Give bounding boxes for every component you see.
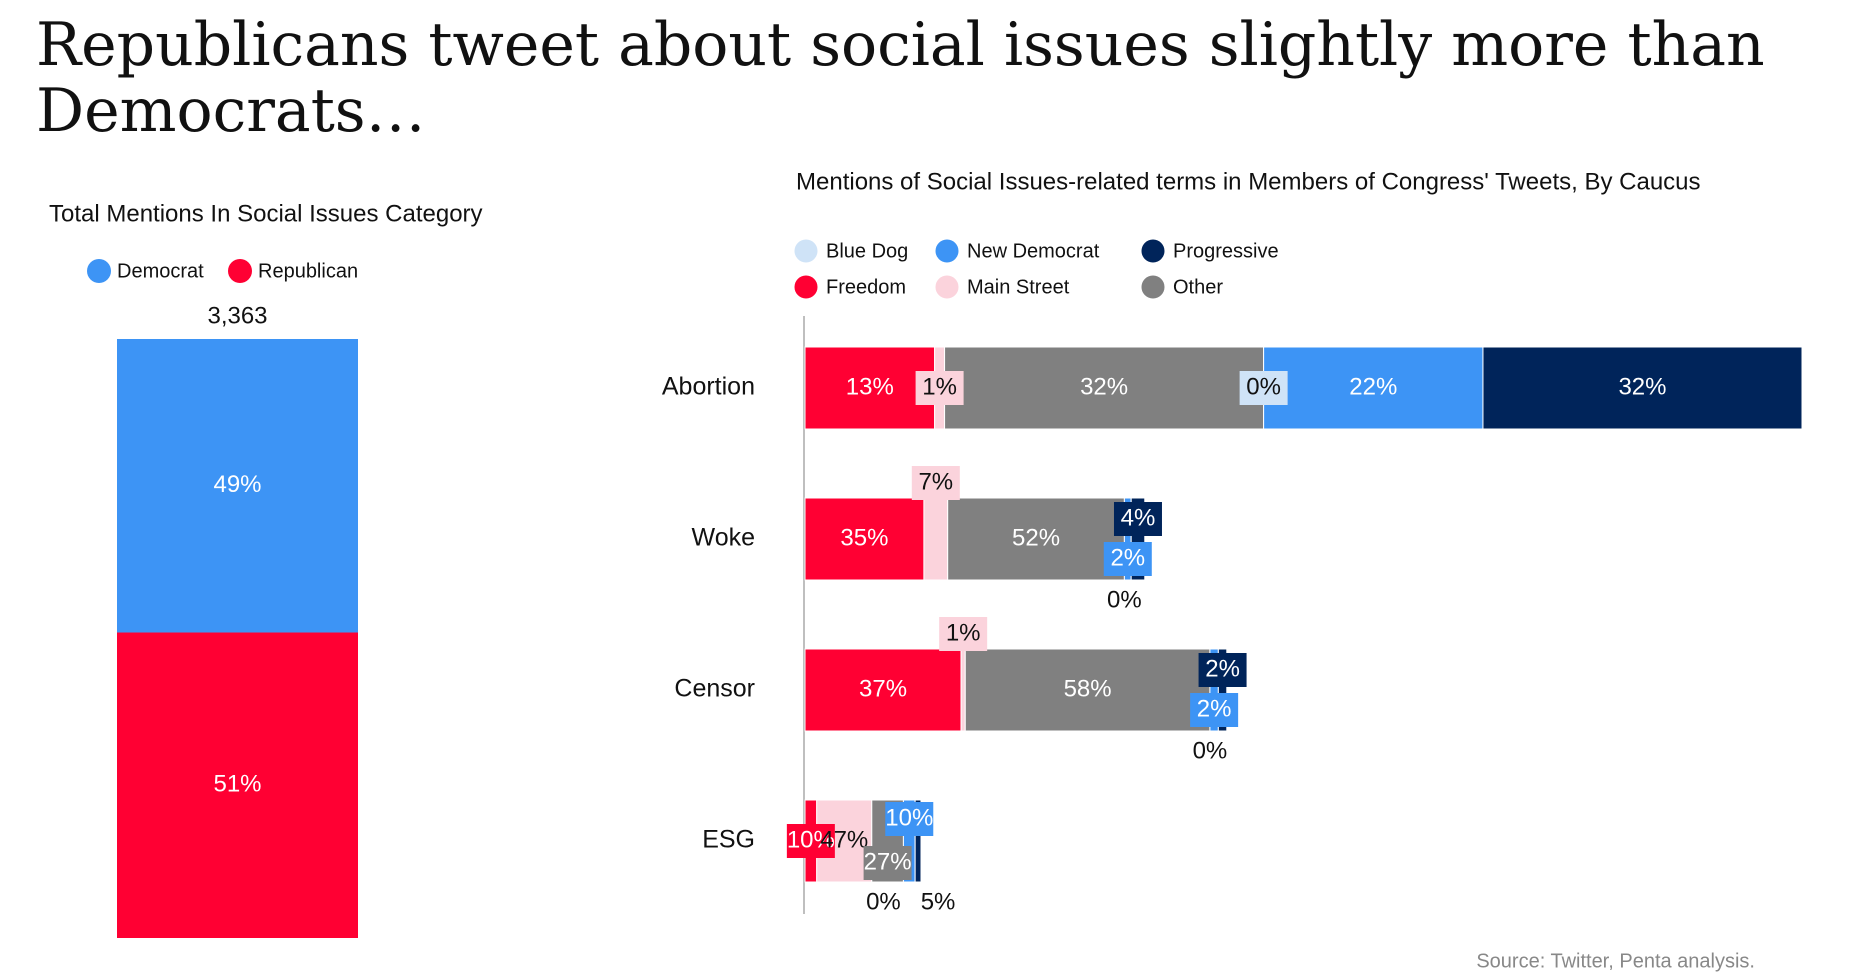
bar-segment	[117, 339, 358, 633]
legend-label: Democrat	[117, 260, 204, 282]
value-label: 4%	[1121, 504, 1156, 531]
value-label: 32%	[1618, 373, 1666, 400]
label-box	[1190, 693, 1239, 727]
legend-label: New Democrat	[967, 240, 1100, 262]
category-label: Abortion	[662, 373, 755, 401]
label-box	[915, 371, 964, 405]
bar-segment	[1482, 346, 1803, 430]
label-box	[911, 466, 960, 500]
value-label: 27%	[864, 848, 912, 875]
legend-label: Blue Dog	[826, 240, 908, 262]
value-label: 0%	[866, 888, 901, 915]
label-box	[939, 617, 988, 651]
label-box	[885, 802, 934, 836]
label-box	[786, 824, 835, 858]
category-label: Woke	[692, 524, 755, 552]
value-label: 7%	[918, 468, 953, 495]
value-label: 51%	[213, 771, 261, 798]
bar-segment	[804, 648, 962, 732]
label-box	[1103, 542, 1152, 576]
legend-swatch	[1140, 238, 1166, 264]
legend-swatch	[934, 238, 960, 264]
category-label: Censor	[674, 675, 755, 703]
left-chart-title: Total Mentions In Social Issues Category	[49, 200, 483, 227]
value-label: 0%	[1107, 586, 1142, 613]
legend-label: Other	[1173, 276, 1223, 298]
bar-segment	[947, 497, 1125, 581]
right-chart-title: Mentions of Social Issues-related terms …	[796, 168, 1701, 195]
legend-swatch	[793, 238, 819, 264]
label-box	[1198, 653, 1247, 687]
bar-segment	[960, 648, 966, 732]
legend-swatch	[793, 274, 819, 300]
value-label: 1%	[922, 373, 957, 400]
value-label: 32%	[1080, 373, 1128, 400]
value-label: 10%	[787, 826, 835, 853]
value-label: 0%	[1246, 373, 1281, 400]
value-label: 37%	[859, 675, 907, 702]
value-label: 2%	[1205, 655, 1240, 682]
value-label: 35%	[840, 524, 888, 551]
value-label: 52%	[1012, 524, 1060, 551]
bar-segment	[117, 632, 358, 938]
label-box	[1239, 371, 1288, 405]
category-label: ESG	[702, 826, 755, 854]
label-box	[863, 846, 912, 880]
total-label: 3,363	[207, 302, 267, 329]
value-label: 2%	[1197, 695, 1232, 722]
value-label: 47%	[820, 826, 868, 853]
bar-segment	[1263, 346, 1484, 430]
label-box	[1113, 502, 1162, 536]
bar-segment	[1217, 648, 1228, 732]
legend-label: Freedom	[826, 276, 906, 298]
source: Source: Twitter, Penta analysis.	[1476, 950, 1755, 972]
value-label: 49%	[213, 471, 261, 498]
value-label: 58%	[1064, 675, 1112, 702]
value-label: 10%	[885, 804, 933, 831]
value-label: 13%	[846, 373, 894, 400]
legend-swatch	[228, 259, 252, 283]
value-label: 1%	[946, 619, 981, 646]
legend-swatch	[87, 259, 111, 283]
legend-label: Progressive	[1173, 240, 1279, 262]
value-label: 5%	[921, 888, 956, 915]
legend-label: Republican	[258, 260, 358, 282]
bar-segment	[923, 497, 949, 581]
bar-segment	[804, 497, 925, 581]
bar-segment	[914, 799, 922, 883]
legend-swatch	[934, 274, 960, 300]
value-label: 2%	[1110, 544, 1145, 571]
legend-label: Main Street	[967, 276, 1070, 298]
legend-swatch	[1140, 274, 1166, 300]
bar-segment	[804, 346, 936, 430]
value-label: 22%	[1349, 373, 1397, 400]
bar-segment	[944, 346, 1265, 430]
value-label: 0%	[1193, 737, 1228, 764]
page-title: Republicans tweet about social issues sl…	[36, 10, 1765, 146]
